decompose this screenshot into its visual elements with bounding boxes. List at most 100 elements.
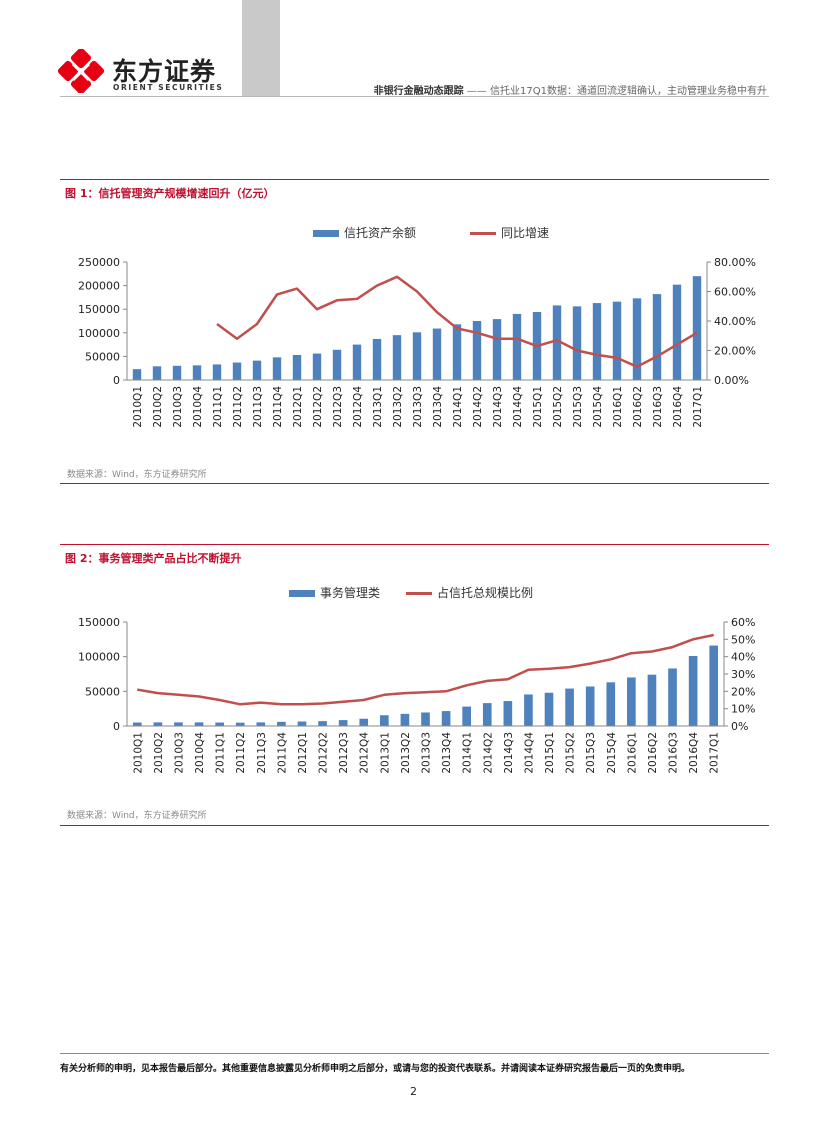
x-tick-label: 2011Q1: [212, 386, 224, 428]
chart-bar: [392, 335, 402, 380]
x-tick-label: 2014Q2: [482, 732, 494, 774]
chart-bar: [462, 706, 471, 726]
chart-bar: [372, 338, 382, 380]
chart-bar: [524, 694, 533, 726]
chart-bar: [194, 722, 204, 726]
chart-bar: [232, 362, 242, 380]
x-tick-label: 2016Q1: [612, 386, 624, 428]
x-tick-label: 2011Q3: [256, 732, 268, 774]
x-tick-label: 2014Q4: [512, 386, 524, 428]
chart-bar: [585, 686, 595, 726]
chart-bar: [572, 306, 582, 380]
x-tick-label: 2011Q4: [276, 732, 288, 774]
left-tick-label: 50000: [85, 350, 120, 363]
legend-line-label: 同比增速: [501, 226, 549, 240]
footer-divider: [60, 1053, 769, 1054]
left-tick-label: 0: [113, 374, 120, 387]
chart-bar: [709, 645, 719, 726]
chart-bar: [472, 321, 482, 380]
chart-bar: [672, 284, 682, 380]
x-tick-label: 2013Q2: [400, 732, 412, 774]
chart-bar: [318, 721, 327, 726]
left-tick-label: 0: [113, 720, 120, 733]
chart-bar: [692, 276, 702, 380]
left-tick-label: 150000: [78, 303, 120, 316]
header-decoration-bar: [242, 0, 280, 97]
x-tick-label: 2012Q4: [352, 386, 364, 428]
page-number: 2: [410, 1085, 417, 1098]
chart-bar: [153, 722, 163, 726]
x-tick-label: 2014Q2: [472, 386, 484, 428]
right-tick-label: 0%: [731, 720, 748, 733]
x-tick-label: 2010Q3: [172, 386, 184, 428]
left-tick-label: 200000: [78, 280, 120, 293]
chart-bar: [256, 722, 266, 726]
chart-bar: [632, 298, 642, 380]
x-tick-label: 2010Q2: [152, 386, 164, 428]
right-tick-label: 60.00%: [714, 286, 756, 299]
x-tick-label: 2015Q3: [585, 732, 597, 774]
logo-chinese-name: 东方证券: [112, 57, 217, 86]
chart-bar: [132, 369, 142, 380]
right-tick-label: 0.00%: [714, 374, 749, 387]
x-tick-label: 2010Q4: [192, 386, 204, 428]
legend-bar-label: 信托资产余额: [344, 225, 416, 240]
chart-bar: [412, 332, 422, 380]
left-tick-label: 100000: [78, 651, 120, 664]
x-tick-label: 2015Q1: [532, 386, 544, 428]
figure-2-top-rule: [60, 544, 769, 545]
x-tick-label: 2015Q2: [552, 386, 564, 428]
legend-bar-label: 事务管理类: [320, 585, 380, 600]
x-tick-label: 2013Q4: [441, 732, 453, 774]
chart-bar: [432, 328, 442, 380]
chart-bar: [612, 301, 622, 380]
x-tick-label: 2013Q4: [432, 386, 444, 428]
x-tick-label: 2015Q4: [592, 386, 604, 428]
legend-line-label: 占信托总规模比例: [437, 585, 533, 600]
chart-bar: [552, 305, 562, 380]
chart-bar: [606, 682, 616, 726]
x-tick-label: 2016Q1: [626, 732, 638, 774]
orient-logo-icon: [58, 49, 104, 93]
chart-bar: [359, 718, 369, 726]
figure-1-top-rule: [60, 179, 769, 180]
right-tick-label: 10%: [731, 703, 755, 716]
chart-bar: [380, 715, 389, 726]
report-section: 非银行金融动态跟踪: [373, 86, 464, 97]
chart-series-line: [137, 633, 714, 706]
x-tick-label: 2012Q4: [359, 732, 371, 774]
right-tick-label: 40%: [731, 651, 755, 664]
x-tick-label: 2015Q2: [565, 732, 577, 774]
x-tick-label: 2011Q3: [252, 386, 264, 428]
x-tick-label: 2010Q2: [153, 732, 165, 774]
chart-bar: [292, 354, 302, 380]
x-tick-label: 2016Q2: [647, 732, 659, 774]
x-tick-label: 2012Q1: [297, 732, 309, 774]
x-tick-label: 2013Q3: [421, 732, 433, 774]
chart-bar: [512, 313, 522, 380]
x-tick-label: 2013Q3: [412, 386, 424, 428]
header-divider: [60, 96, 769, 97]
chart-bar: [338, 720, 348, 726]
figure-1-source: 数据来源：Wind，东方证券研究所: [67, 470, 207, 480]
x-tick-label: 2010Q3: [173, 732, 185, 774]
chart-bar: [212, 364, 222, 380]
right-tick-label: 30%: [731, 668, 755, 681]
x-tick-label: 2011Q2: [232, 386, 244, 428]
x-tick-label: 2017Q1: [709, 732, 721, 774]
chart-bar: [174, 722, 183, 726]
x-tick-label: 2016Q3: [668, 732, 680, 774]
right-tick-label: 20.00%: [714, 345, 756, 358]
x-tick-label: 2015Q3: [572, 386, 584, 428]
chart-bar: [235, 722, 245, 726]
chart-bar: [652, 294, 662, 380]
report-subtitle: 信托业17Q1数据：通道回流逻辑确认，主动管理业务稳中有升: [490, 86, 767, 97]
x-tick-label: 2017Q1: [692, 386, 704, 428]
chart-bar: [252, 360, 262, 380]
x-tick-label: 2014Q1: [452, 386, 464, 428]
x-tick-label: 2014Q4: [523, 732, 535, 774]
chart-bar: [132, 722, 142, 726]
x-tick-label: 2012Q1: [292, 386, 304, 428]
chart-bar: [400, 713, 410, 726]
chart-bar: [503, 701, 513, 726]
